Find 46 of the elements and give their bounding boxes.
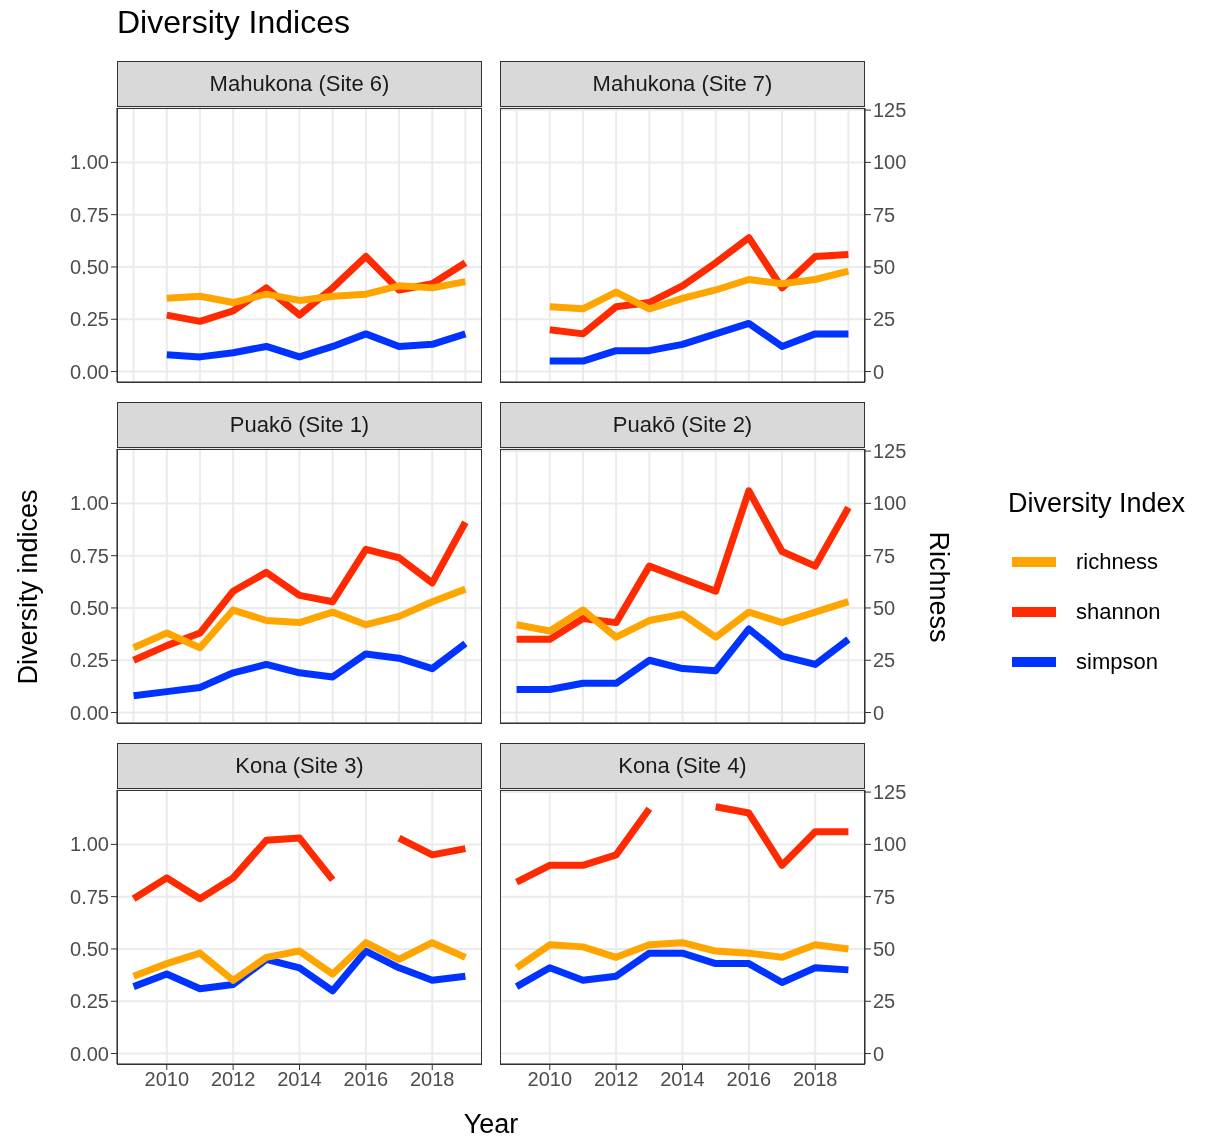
y-tick-label: 0.25 (70, 308, 109, 331)
chart-title: Puakō (Site 1) (229, 412, 370, 438)
y-tick-label: 0 (873, 360, 885, 383)
legend-label: shannon (1076, 599, 1161, 625)
x-tick-label: 2016 (343, 1068, 389, 1091)
legend-label: richness (1076, 549, 1158, 575)
y-tick-label: 1.00 (70, 151, 109, 174)
y-tick-label: 0.00 (70, 701, 109, 724)
y-tick-label: 100 (873, 151, 907, 174)
y-tick-label: 25 (873, 649, 896, 672)
chart-title: Kona (Site 3) (235, 753, 364, 779)
x-tick-label: 2012 (593, 1068, 639, 1091)
y-tick-label: 0 (873, 701, 885, 724)
x-tick-label: 2012 (210, 1068, 256, 1091)
chart-title: Mahukona (Site 6) (209, 71, 390, 97)
legend-label: simpson (1076, 649, 1158, 675)
chart-title: Puakō (Site 2) (612, 412, 753, 438)
x-tick-label: 2018 (792, 1068, 838, 1091)
y-tick-label: 25 (873, 308, 896, 331)
y-tick-label: 50 (873, 256, 896, 279)
chart-title: Kona (Site 4) (618, 753, 747, 779)
y-tick-label: 0.00 (70, 360, 109, 383)
y-tick-label: 50 (873, 597, 896, 620)
x-tick-label: 2010 (527, 1068, 573, 1091)
y-tick-label: 75 (873, 544, 896, 567)
x-tick-label: 2018 (409, 1068, 455, 1091)
x-tick-label: 2016 (726, 1068, 772, 1091)
y-tick-label: 0.50 (70, 256, 109, 279)
x-tick-label: 2014 (660, 1068, 705, 1091)
y-axis-title: Diversity indices (12, 489, 44, 685)
y-tick-label: 0.50 (70, 597, 109, 620)
legend-title: Diversity Index (1008, 488, 1186, 519)
y-tick-label: 100 (873, 492, 907, 515)
chart-title: Mahukona (Site 7) (592, 71, 773, 97)
y-tick-label: 0.75 (70, 203, 109, 226)
y-tick-label: 0.75 (70, 544, 109, 567)
y-tick-label: 125 (873, 440, 907, 463)
text: Diversity Indices (117, 4, 350, 41)
y-tick-label: 125 (873, 99, 907, 122)
y-tick-label: 1.00 (70, 492, 109, 515)
y-tick-label: 75 (873, 203, 896, 226)
x-tick-label: 2014 (277, 1068, 322, 1091)
y-tick-label: 0.25 (70, 649, 109, 672)
y-axis-title: Richness (922, 531, 954, 643)
x-tick-label: 2010 (144, 1068, 190, 1091)
x-axis-title: Year (463, 1108, 519, 1139)
